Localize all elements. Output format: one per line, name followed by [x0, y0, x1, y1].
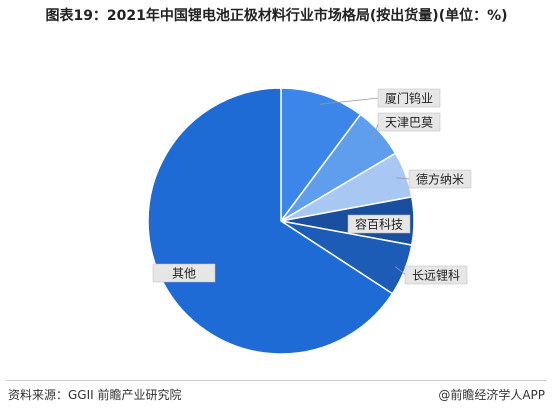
label-box: [377, 88, 441, 108]
label-box: [347, 214, 411, 234]
label-box: [408, 169, 472, 189]
chart-title: 图表19：2021年中国锂电池正极材料行业市场格局(按出货量)(单位：%): [45, 8, 508, 24]
label-box: [152, 263, 216, 283]
leader-line: [396, 177, 411, 180]
label-box: [404, 265, 468, 285]
source: 资料来源：GGII 前瞻产业研究院: [8, 388, 182, 402]
slice-label: 厦门钨业: [385, 91, 433, 106]
slice-label: 容百科技: [355, 217, 403, 232]
leader-line: [394, 266, 407, 276]
slice-label: 德方纳米: [416, 172, 464, 187]
label-box: [377, 112, 441, 132]
slice-label: 天津巴莫: [385, 116, 433, 130]
brand: @前瞻经济学人APP: [438, 388, 545, 402]
pie-slice: [280, 87, 362, 224]
slice-label: 其他: [172, 267, 196, 281]
divider: [6, 380, 547, 381]
pie-slice: [147, 87, 394, 355]
leader-line: [319, 97, 380, 105]
slice-label: 长远锂科: [412, 268, 460, 283]
